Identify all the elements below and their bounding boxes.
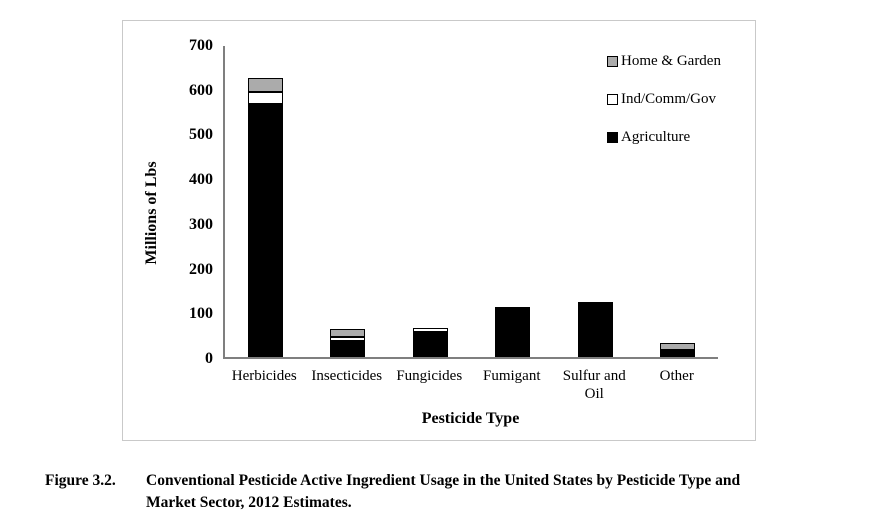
- chart-panel: Millions of Lbs 0 100 200 300 400 500 600 700 H…: [122, 20, 756, 441]
- legend-swatch-icon: [607, 56, 618, 67]
- x-category-label: Fumigant: [482, 368, 541, 384]
- x-category-label: Herbicides: [231, 368, 297, 384]
- bar-other: [660, 343, 696, 357]
- y-axis-title: Millions of Lbs: [143, 161, 160, 265]
- bar-segment-ind_comm_gov: [330, 336, 366, 341]
- legend: Home & Garden Ind/Comm/Gov Agriculture: [607, 53, 721, 167]
- y-tick-label: 700: [189, 37, 213, 54]
- bar-segment-home_garden: [247, 77, 283, 93]
- bar-sulfur-and-oil: [577, 301, 613, 357]
- plot-area: [223, 46, 718, 359]
- y-tick-label: 100: [189, 305, 213, 323]
- y-tick-label: 400: [189, 171, 213, 189]
- y-tick-label: 500: [189, 126, 213, 144]
- legend-label: Home & Garden: [621, 53, 721, 69]
- legend-item-agriculture: Agriculture: [607, 129, 721, 146]
- bar-segment-ind_comm_gov: [412, 327, 448, 333]
- bar-segment-agriculture: [495, 307, 531, 357]
- y-tick-label: 0: [205, 350, 213, 367]
- figure-caption: Figure 3.2. Conventional Pesticide Activ…: [45, 470, 845, 514]
- legend-swatch-icon: [607, 132, 618, 143]
- x-category-label: Sulfur and Oil: [562, 368, 626, 402]
- legend-item-ind_comm_gov: Ind/Comm/Gov: [607, 91, 721, 108]
- bar-fungicides: [412, 327, 448, 357]
- x-category-label: Fungicides: [396, 368, 463, 384]
- bar-segment-agriculture: [330, 340, 366, 357]
- y-tick-label: 300: [189, 215, 213, 233]
- figure-caption-text: Conventional Pesticide Active Ingredient…: [146, 472, 741, 511]
- bar-insecticides: [330, 328, 366, 357]
- bar-segment-ind_comm_gov: [247, 92, 283, 105]
- figure-caption-label: Figure 3.2.: [45, 472, 116, 489]
- legend-item-home_garden: Home & Garden: [607, 53, 721, 70]
- x-axis-title: Pesticide Type: [421, 410, 520, 427]
- y-tick-label: 200: [189, 260, 213, 278]
- bar-herbicides: [247, 77, 283, 357]
- bar-segment-agriculture: [577, 301, 613, 357]
- legend-swatch-icon: [607, 94, 618, 105]
- x-category-label: Insecticides: [311, 368, 383, 384]
- bar-fumigant: [495, 307, 531, 357]
- bar-segment-agriculture: [660, 350, 696, 357]
- legend-label: Agriculture: [621, 129, 691, 145]
- bar-segment-home_garden: [660, 343, 696, 351]
- y-tick-label: 600: [189, 81, 213, 99]
- bar-segment-agriculture: [412, 332, 448, 357]
- bar-segment-home_garden: [330, 328, 366, 337]
- x-category-label: Other: [659, 368, 694, 384]
- bar-segment-agriculture: [247, 104, 283, 357]
- legend-label: Ind/Comm/Gov: [621, 91, 717, 107]
